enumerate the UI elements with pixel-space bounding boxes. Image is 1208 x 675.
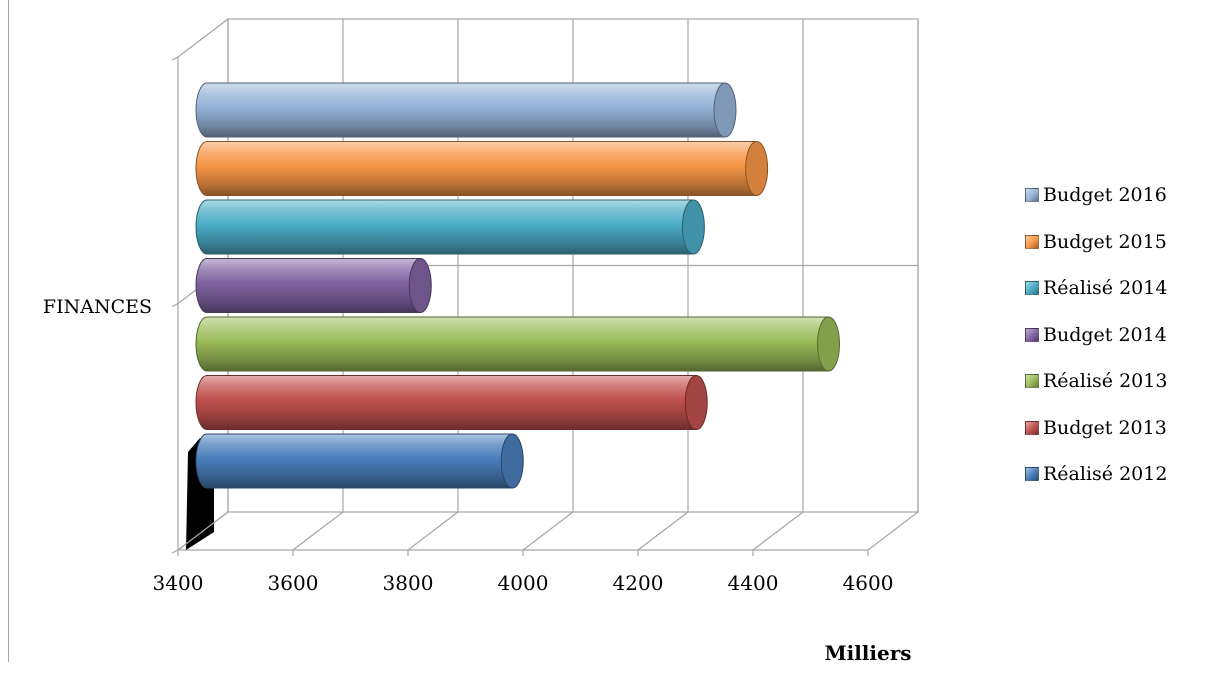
floor-gridline-4400: [752, 511, 804, 551]
floor-gridline-3400: [177, 511, 229, 551]
legend-label: Budget 2016: [1043, 184, 1167, 207]
chart-legend: Budget 2016 Budget 2015 Réalisé 2014 Budget…: [1025, 172, 1205, 498]
bar-end-cap: [681, 199, 705, 255]
bar-body: [195, 141, 758, 196]
legend-swatch: [1025, 281, 1039, 296]
axis-unit-label: Milliers: [824, 641, 911, 665]
bar-budget-2015: [195, 141, 769, 196]
category-tick-mark: [171, 549, 179, 554]
bar-end-cap: [713, 82, 737, 138]
bar-budget-2016: [195, 82, 737, 138]
chart-bars: [195, 82, 840, 489]
legend-label: Budget 2013: [1043, 416, 1167, 439]
bar-end-cap: [408, 258, 432, 313]
bar-end-cap: [745, 141, 769, 196]
bar-budget-2013: [195, 375, 708, 430]
bar-body: [195, 316, 829, 372]
bar-end-cap: [684, 375, 708, 430]
bar-body: [195, 258, 421, 313]
tick-label-3800: 3800: [383, 571, 434, 595]
tick-label-3600: 3600: [268, 571, 319, 595]
floor-gridline-3600: [292, 511, 344, 551]
legend-item-realise-2013: Réalisé 2013: [1025, 358, 1205, 405]
legend-label: Réalisé 2014: [1043, 277, 1168, 300]
legend-swatch: [1025, 467, 1039, 482]
legend-item-realise-2014: Réalisé 2014: [1025, 265, 1205, 312]
legend-label: Réalisé 2013: [1043, 370, 1168, 393]
tick-label-4000: 4000: [498, 571, 549, 595]
floor-gridline-4000: [522, 511, 574, 551]
legend-item-budget-2013: Budget 2013: [1025, 405, 1205, 452]
legend-item-budget-2015: Budget 2015: [1025, 219, 1205, 266]
legend-swatch: [1025, 374, 1039, 389]
tick-label-4600: 4600: [843, 571, 894, 595]
category-tick-mark: [171, 56, 179, 61]
floor-gridline-4600: [867, 511, 919, 551]
bar-body: [195, 433, 513, 489]
tick-label-4400: 4400: [728, 571, 779, 595]
tick-label-4200: 4200: [613, 571, 664, 595]
legend-item-budget-2014: Budget 2014: [1025, 312, 1205, 359]
bar-end-cap: [817, 316, 840, 372]
bar-end-cap: [500, 433, 524, 489]
legend-swatch: [1025, 327, 1039, 342]
page-margin-rule: [8, 0, 9, 662]
legend-swatch: [1025, 234, 1039, 249]
floor-gridline-3800: [407, 511, 459, 551]
category-label-finances: FINANCES: [43, 296, 152, 318]
bar-body: [195, 82, 726, 138]
side-wall-top-edge: [177, 18, 229, 58]
legend-label: Budget 2015: [1043, 230, 1167, 253]
bar-body: [195, 375, 697, 430]
bar-realise-2012: [195, 433, 524, 489]
category-tick-mark: [171, 302, 179, 308]
legend-swatch: [1025, 420, 1039, 435]
bar-realise-2013: [195, 316, 840, 372]
bar-budget-2014: [195, 258, 432, 313]
legend-item-budget-2016: Budget 2016: [1025, 172, 1205, 219]
floor-gridline-4200: [637, 511, 689, 551]
legend-label: Budget 2014: [1043, 323, 1167, 346]
bar-body: [195, 199, 694, 255]
legend-swatch: [1025, 188, 1039, 203]
chart-axis: 3400 3600 3800 4000 4200 4400 4600: [153, 550, 894, 595]
bar-realise-2014: [195, 199, 705, 255]
tick-label-3400: 3400: [153, 571, 204, 595]
legend-label: Réalisé 2012: [1043, 463, 1168, 486]
legend-item-realise-2012: Réalisé 2012: [1025, 451, 1205, 498]
